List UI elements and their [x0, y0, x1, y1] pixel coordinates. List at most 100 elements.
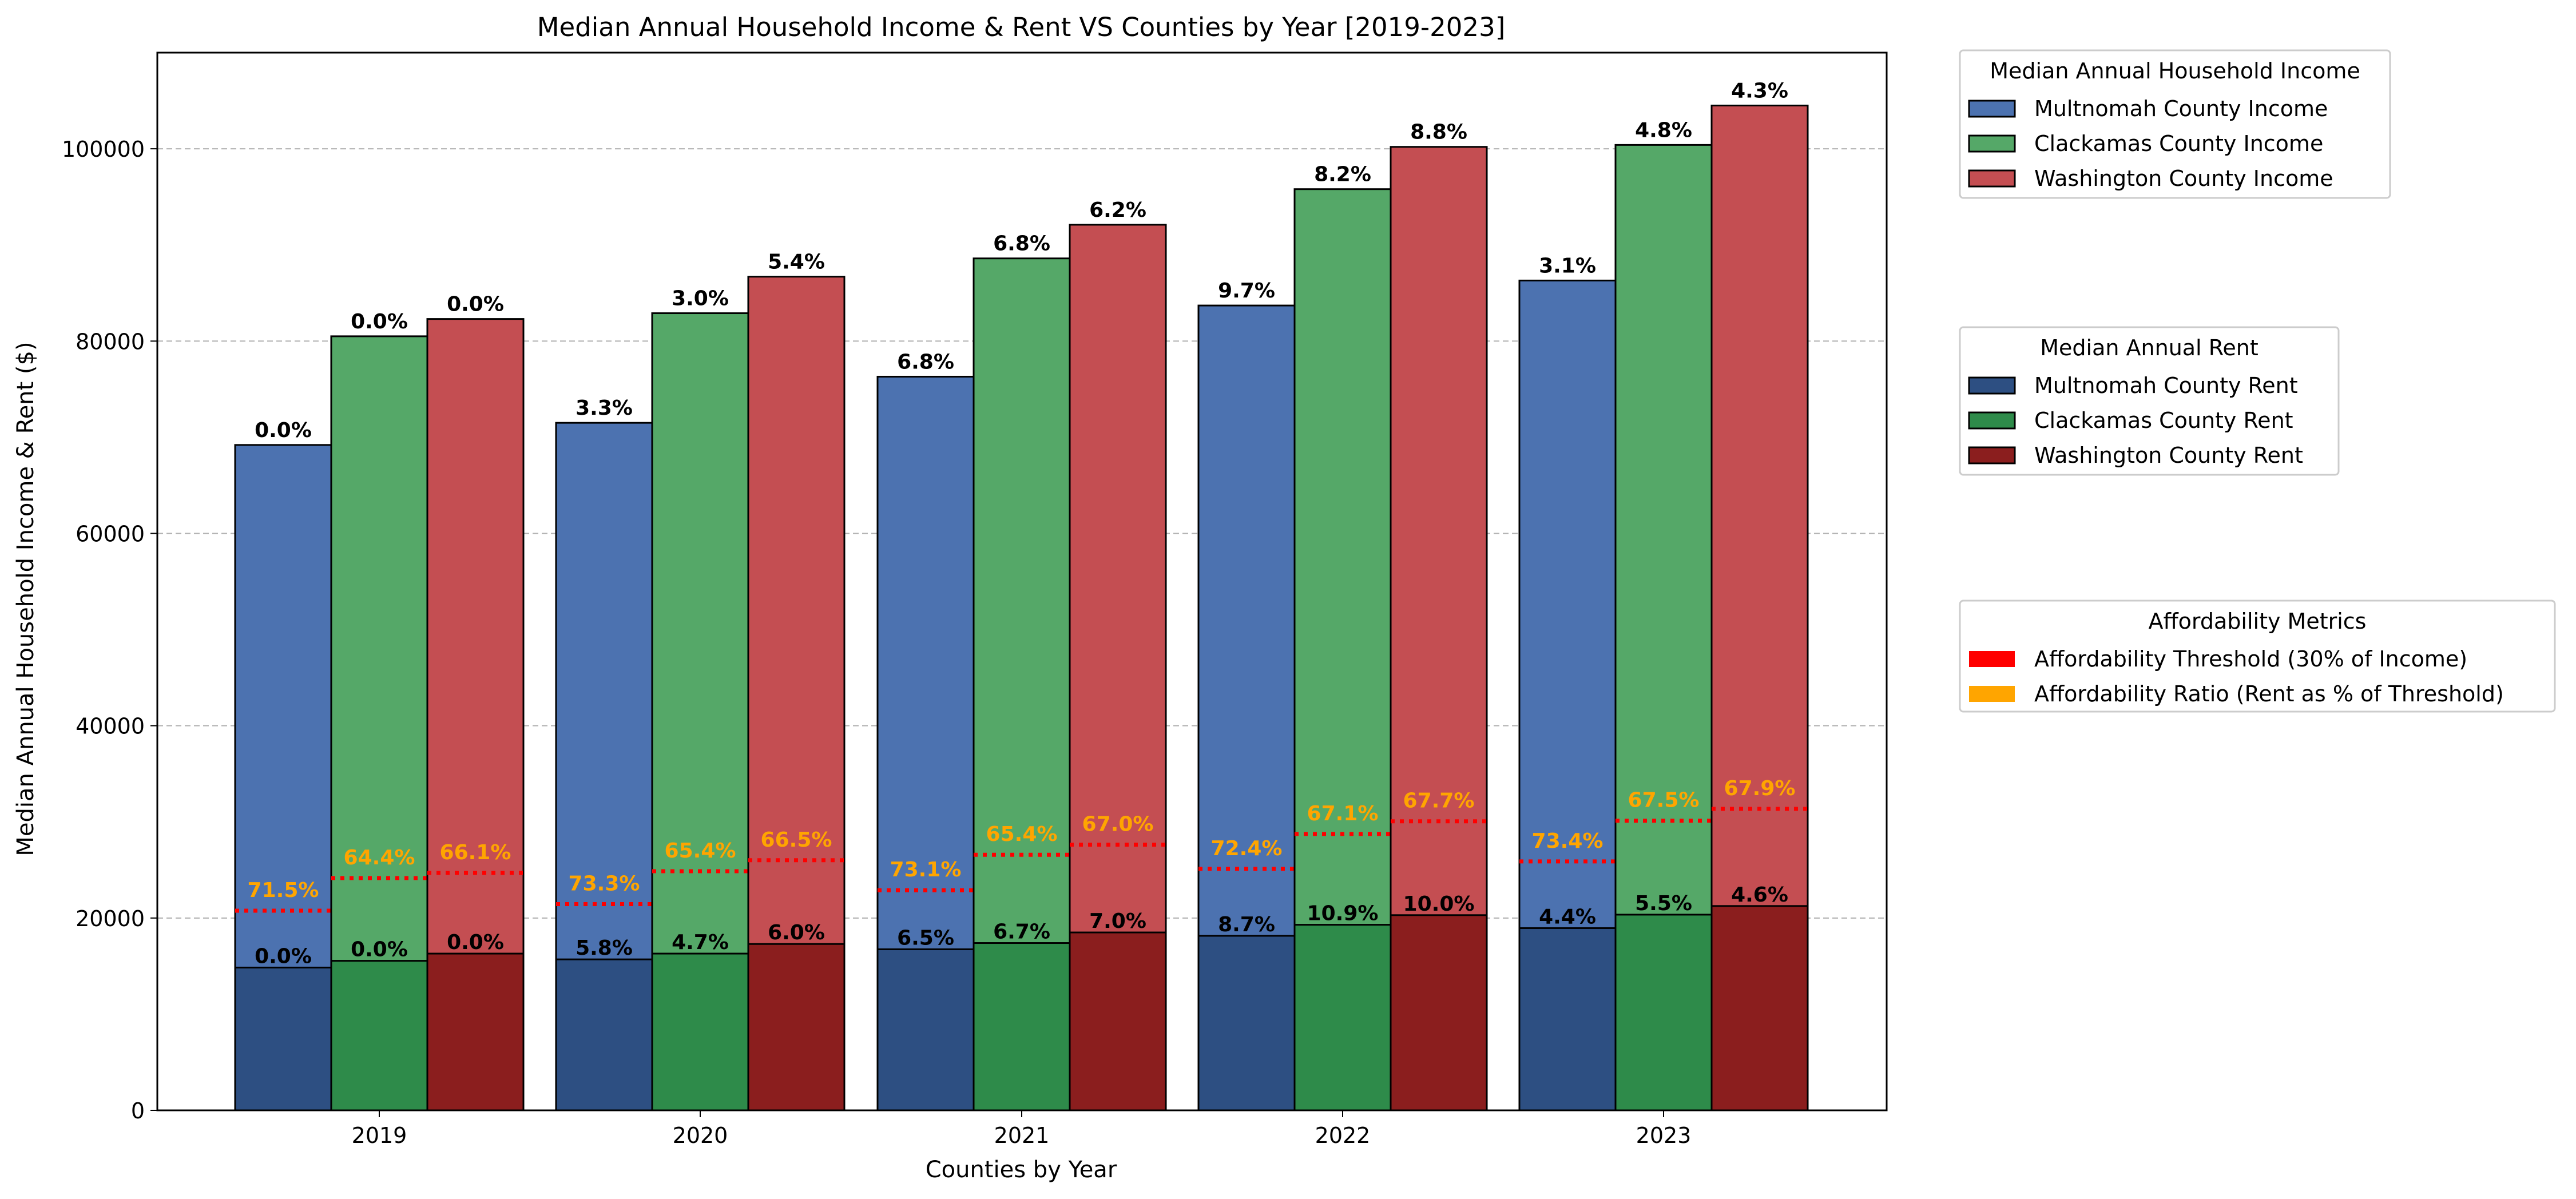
x-axis-label: Counties by Year [926, 1157, 1117, 1183]
chart-title: Median Annual Household Income & Rent VS… [537, 12, 1506, 42]
affordability-ratio-label: 65.4% [986, 823, 1058, 846]
rent-bar [1614, 914, 1713, 1111]
legend-entry-label: Multnomah County Income [2034, 96, 2328, 121]
y-tick-label: 100000 [62, 137, 145, 162]
affordability-ratio-label: 66.1% [440, 841, 511, 864]
affordability-ratio-label: 67.0% [1082, 813, 1154, 836]
legend-swatch [1968, 376, 2016, 395]
rent-growth-label: 4.7% [672, 931, 729, 954]
rent-growth-label: 0.0% [255, 944, 312, 968]
y-tick-label: 40000 [76, 714, 145, 739]
rent-growth-label: 5.5% [1635, 892, 1692, 915]
income-growth-label: 3.0% [672, 287, 729, 311]
x-tick-label: 2019 [352, 1123, 407, 1148]
legend-entry-label: Clackamas County Income [2034, 131, 2323, 156]
rent-growth-label: 10.0% [1403, 892, 1475, 916]
legend-layer: Median Annual Household Income Multnomah … [1959, 49, 2556, 713]
income-growth-label: 4.3% [1731, 79, 1788, 102]
rent-growth-label: 6.7% [993, 920, 1050, 944]
legend-3: Affordability Metrics Affordability Thres… [1959, 600, 2556, 713]
rent-bar [426, 952, 525, 1111]
legend-1: Median Annual Household Income Multnomah … [1959, 49, 2391, 199]
rent-bar [234, 966, 332, 1111]
x-tick-label: 2021 [994, 1123, 1050, 1148]
income-growth-label: 0.0% [351, 310, 408, 334]
affordability-ratio-label: 67.7% [1403, 789, 1475, 813]
income-growth-label: 5.4% [768, 251, 825, 274]
legend-entry-label: Affordability Ratio (Rent as % of Thresh… [2034, 681, 2504, 706]
legend-entry-label: Affordability Threshold (30% of Income) [2034, 646, 2467, 672]
affordability-ratio-label: 72.4% [1211, 837, 1283, 860]
x-tick-label: 2023 [1636, 1123, 1692, 1148]
rent-growth-label: 0.0% [447, 931, 504, 954]
legend-entry-label: Washington County Rent [2034, 443, 2303, 468]
y-tick-label: 80000 [76, 329, 145, 354]
affordability-ratio-label: 73.4% [1532, 829, 1603, 853]
rent-bar [747, 943, 846, 1111]
affordability-ratio-label: 66.5% [761, 828, 832, 852]
income-growth-label: 4.8% [1635, 118, 1692, 142]
income-growth-label: 0.0% [255, 419, 312, 442]
rent-bar [651, 952, 749, 1111]
rent-growth-label: 4.6% [1731, 883, 1788, 907]
legend-swatch [1968, 446, 2016, 464]
legend-frame [1959, 326, 2340, 476]
legend-frame [1959, 49, 2391, 199]
rent-bar [1293, 924, 1392, 1111]
y-tick-label: 0 [131, 1098, 145, 1123]
y-tick-label: 60000 [76, 521, 145, 546]
income-growth-label: 6.8% [897, 350, 954, 374]
x-tick-label: 2020 [673, 1123, 728, 1148]
legend-entry-label: Clackamas County Rent [2034, 408, 2293, 433]
y-axis-label: Median Annual Household Income & Rent ($… [13, 342, 39, 856]
income-growth-label: 8.2% [1314, 163, 1371, 186]
rent-growth-label: 6.0% [768, 921, 825, 944]
legend-frame [1959, 600, 2556, 713]
x-tick-label: 2022 [1315, 1123, 1371, 1148]
affordability-ratio-label: 67.5% [1628, 789, 1700, 812]
legend-title: Median Annual Rent [2040, 335, 2259, 360]
legend-entry-label: Multnomah County Rent [2034, 373, 2298, 398]
affordability-ratio-label: 64.4% [344, 846, 415, 870]
legend-swatch [1968, 411, 2016, 430]
labels-layer: 0.0% 0.0% 71.5% 3.3% 5.8% 73.3% 6.8% 6.5% 73.1% 9… [248, 79, 1796, 968]
legend-swatch [1969, 686, 2015, 702]
legend-swatch [1968, 100, 2016, 118]
rent-growth-label: 5.8% [575, 936, 633, 960]
rent-growth-label: 7.0% [1089, 910, 1146, 933]
rent-growth-label: 8.7% [1218, 913, 1275, 936]
rent-bar [1069, 931, 1167, 1111]
rent-growth-label: 10.9% [1307, 902, 1379, 926]
legend-swatch [1968, 134, 2016, 153]
affordability-ratio-label: 73.3% [569, 872, 640, 895]
legend-swatch [1969, 651, 2015, 667]
legend-swatch [1968, 169, 2016, 188]
legend-title: Median Annual Household Income [1990, 58, 2360, 84]
income-growth-label: 6.8% [993, 232, 1050, 256]
legend-title: Affordability Metrics [2149, 609, 2367, 634]
affordability-ratio-label: 65.4% [665, 839, 736, 863]
affordability-ratio-label: 71.5% [248, 879, 319, 902]
rent-bar [1197, 935, 1296, 1111]
rent-growth-label: 6.5% [897, 926, 954, 950]
y-tick-label: 20000 [76, 906, 145, 931]
income-growth-label: 8.8% [1410, 121, 1467, 144]
income-growth-label: 6.2% [1089, 198, 1146, 222]
income-growth-label: 3.3% [575, 396, 633, 420]
affordability-ratio-label: 73.1% [890, 858, 962, 882]
income-growth-label: 9.7% [1218, 279, 1275, 303]
legend-entry-label: Washington County Income [2034, 166, 2333, 191]
axes-layer: 0 20000 40000 60000 80000 100000 2019 2020 2021 2… [62, 51, 1888, 1148]
rent-bar [1518, 927, 1617, 1111]
rent-bar [973, 942, 1071, 1111]
rent-growth-label: 0.0% [351, 938, 408, 962]
rent-bar [1390, 914, 1488, 1111]
rent-bar [330, 960, 428, 1111]
income-growth-label: 3.1% [1539, 254, 1596, 277]
affordability-ratio-label: 67.9% [1724, 777, 1796, 800]
rent-bar [1710, 905, 1809, 1111]
income-growth-label: 0.0% [447, 293, 504, 316]
affordability-ratio-label: 67.1% [1307, 802, 1379, 825]
rent-bar [555, 958, 653, 1111]
